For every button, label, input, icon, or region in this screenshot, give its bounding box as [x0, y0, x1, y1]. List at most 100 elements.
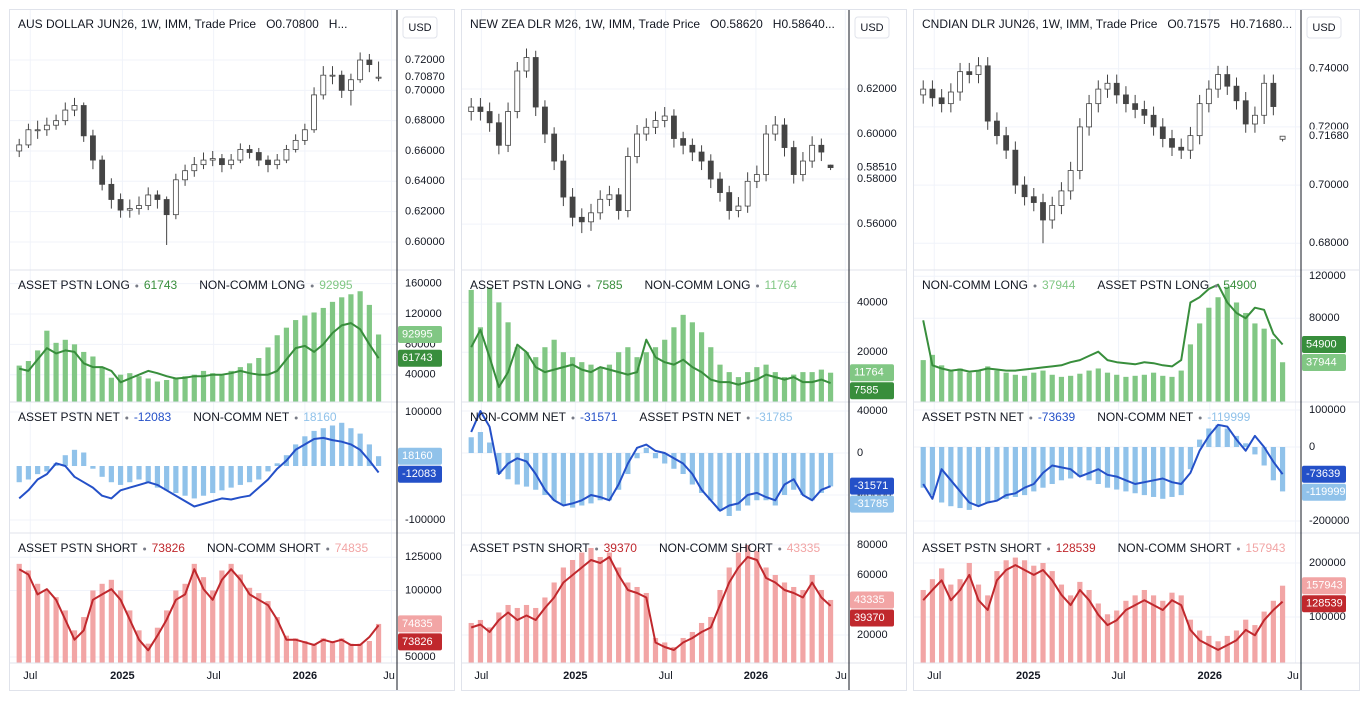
- x-tick-label: 2025: [1016, 670, 1040, 682]
- bar: [1049, 374, 1055, 402]
- bar: [1040, 446, 1046, 488]
- candle-body: [551, 133, 558, 162]
- value-box-label: 11764: [854, 367, 884, 379]
- value-box-label: 128539: [1306, 598, 1343, 610]
- bar: [210, 466, 216, 494]
- legend-dot: [143, 547, 147, 551]
- bar: [1095, 446, 1101, 485]
- candle-body: [1012, 149, 1019, 186]
- bar: [1279, 362, 1286, 402]
- bar: [339, 297, 345, 402]
- y-tick-label: 0.62000: [405, 206, 445, 218]
- bar: [772, 574, 778, 663]
- bar: [680, 637, 686, 663]
- bar: [800, 453, 806, 496]
- y-tick-label: 125000: [405, 551, 442, 563]
- bar: [1197, 323, 1203, 402]
- bar: [616, 453, 622, 490]
- value-box: [398, 349, 442, 367]
- bar: [1206, 635, 1212, 663]
- bar: [800, 589, 806, 663]
- bar: [339, 422, 345, 467]
- candle-body: [1095, 88, 1102, 105]
- bar: [246, 466, 253, 483]
- line: [470, 556, 832, 651]
- bar: [772, 372, 778, 402]
- bar: [1169, 592, 1175, 663]
- legend-name: NON-COMM LONG: [199, 278, 305, 292]
- candle-body: [1141, 109, 1148, 116]
- legend-value: 54900: [1223, 278, 1257, 292]
- bar: [818, 453, 824, 493]
- bar: [920, 446, 926, 488]
- bar: [791, 374, 797, 402]
- candle-body: [744, 180, 751, 207]
- candle-body: [994, 120, 1000, 137]
- bar: [523, 352, 530, 402]
- bar: [1068, 595, 1074, 663]
- line: [470, 328, 831, 389]
- bar: [957, 579, 963, 663]
- bar: [1160, 600, 1166, 663]
- bar: [1270, 339, 1276, 402]
- bar: [1261, 446, 1267, 466]
- bar: [781, 377, 788, 402]
- bar: [210, 373, 216, 402]
- bar: [293, 638, 299, 663]
- candle-body: [25, 129, 32, 146]
- candle-body: [707, 160, 714, 180]
- candle-body: [200, 159, 207, 166]
- bar: [1114, 610, 1120, 663]
- candle-body: [984, 65, 991, 122]
- bar: [302, 315, 308, 402]
- bar: [505, 453, 511, 480]
- candle-body: [219, 158, 225, 166]
- x-tick-label: 2025: [563, 670, 587, 682]
- legend-value: 7585: [596, 278, 623, 292]
- value-box: [1302, 353, 1346, 371]
- bar: [53, 597, 59, 663]
- bar: [1058, 446, 1065, 481]
- candle-body: [753, 174, 760, 182]
- y-tick-label: -200000: [1309, 515, 1349, 527]
- candle-body: [108, 183, 115, 200]
- value-box-label: 43335: [854, 594, 885, 606]
- last-price-bg: [1304, 129, 1354, 144]
- legend-name: NON-COMM NET: [470, 410, 567, 424]
- candle-body: [597, 198, 604, 214]
- candle-body: [43, 124, 50, 131]
- bar: [745, 372, 751, 402]
- bar: [237, 466, 243, 485]
- legend-dot: [1214, 284, 1218, 288]
- bar: [256, 593, 262, 663]
- candle-body: [726, 192, 733, 211]
- bar: [1150, 372, 1157, 402]
- bar: [606, 453, 613, 501]
- bar: [957, 446, 963, 509]
- value-box: [398, 633, 442, 651]
- bar: [311, 430, 317, 467]
- y-tick-label: 100000: [405, 406, 442, 418]
- bar: [1132, 595, 1138, 663]
- legend-value: 73826: [152, 541, 186, 555]
- candle-body: [1021, 184, 1028, 198]
- bar: [219, 374, 225, 402]
- bar: [366, 444, 372, 467]
- line: [922, 283, 1284, 373]
- bar: [1049, 571, 1055, 663]
- bar: [468, 622, 474, 663]
- bar: [763, 567, 769, 663]
- candle-body: [643, 126, 650, 135]
- value-box: [850, 609, 894, 627]
- value-box-label: -119999: [1306, 486, 1346, 498]
- bar: [1003, 560, 1009, 663]
- bar: [311, 312, 317, 402]
- y-tick-label: 80000: [1309, 312, 1340, 324]
- bar: [265, 466, 271, 472]
- bar: [127, 610, 133, 663]
- bar: [735, 453, 742, 511]
- bar: [1095, 603, 1101, 663]
- x-tick-label: Jul: [1112, 670, 1126, 682]
- bar: [939, 365, 945, 402]
- price-header: H0.58640...: [773, 17, 835, 31]
